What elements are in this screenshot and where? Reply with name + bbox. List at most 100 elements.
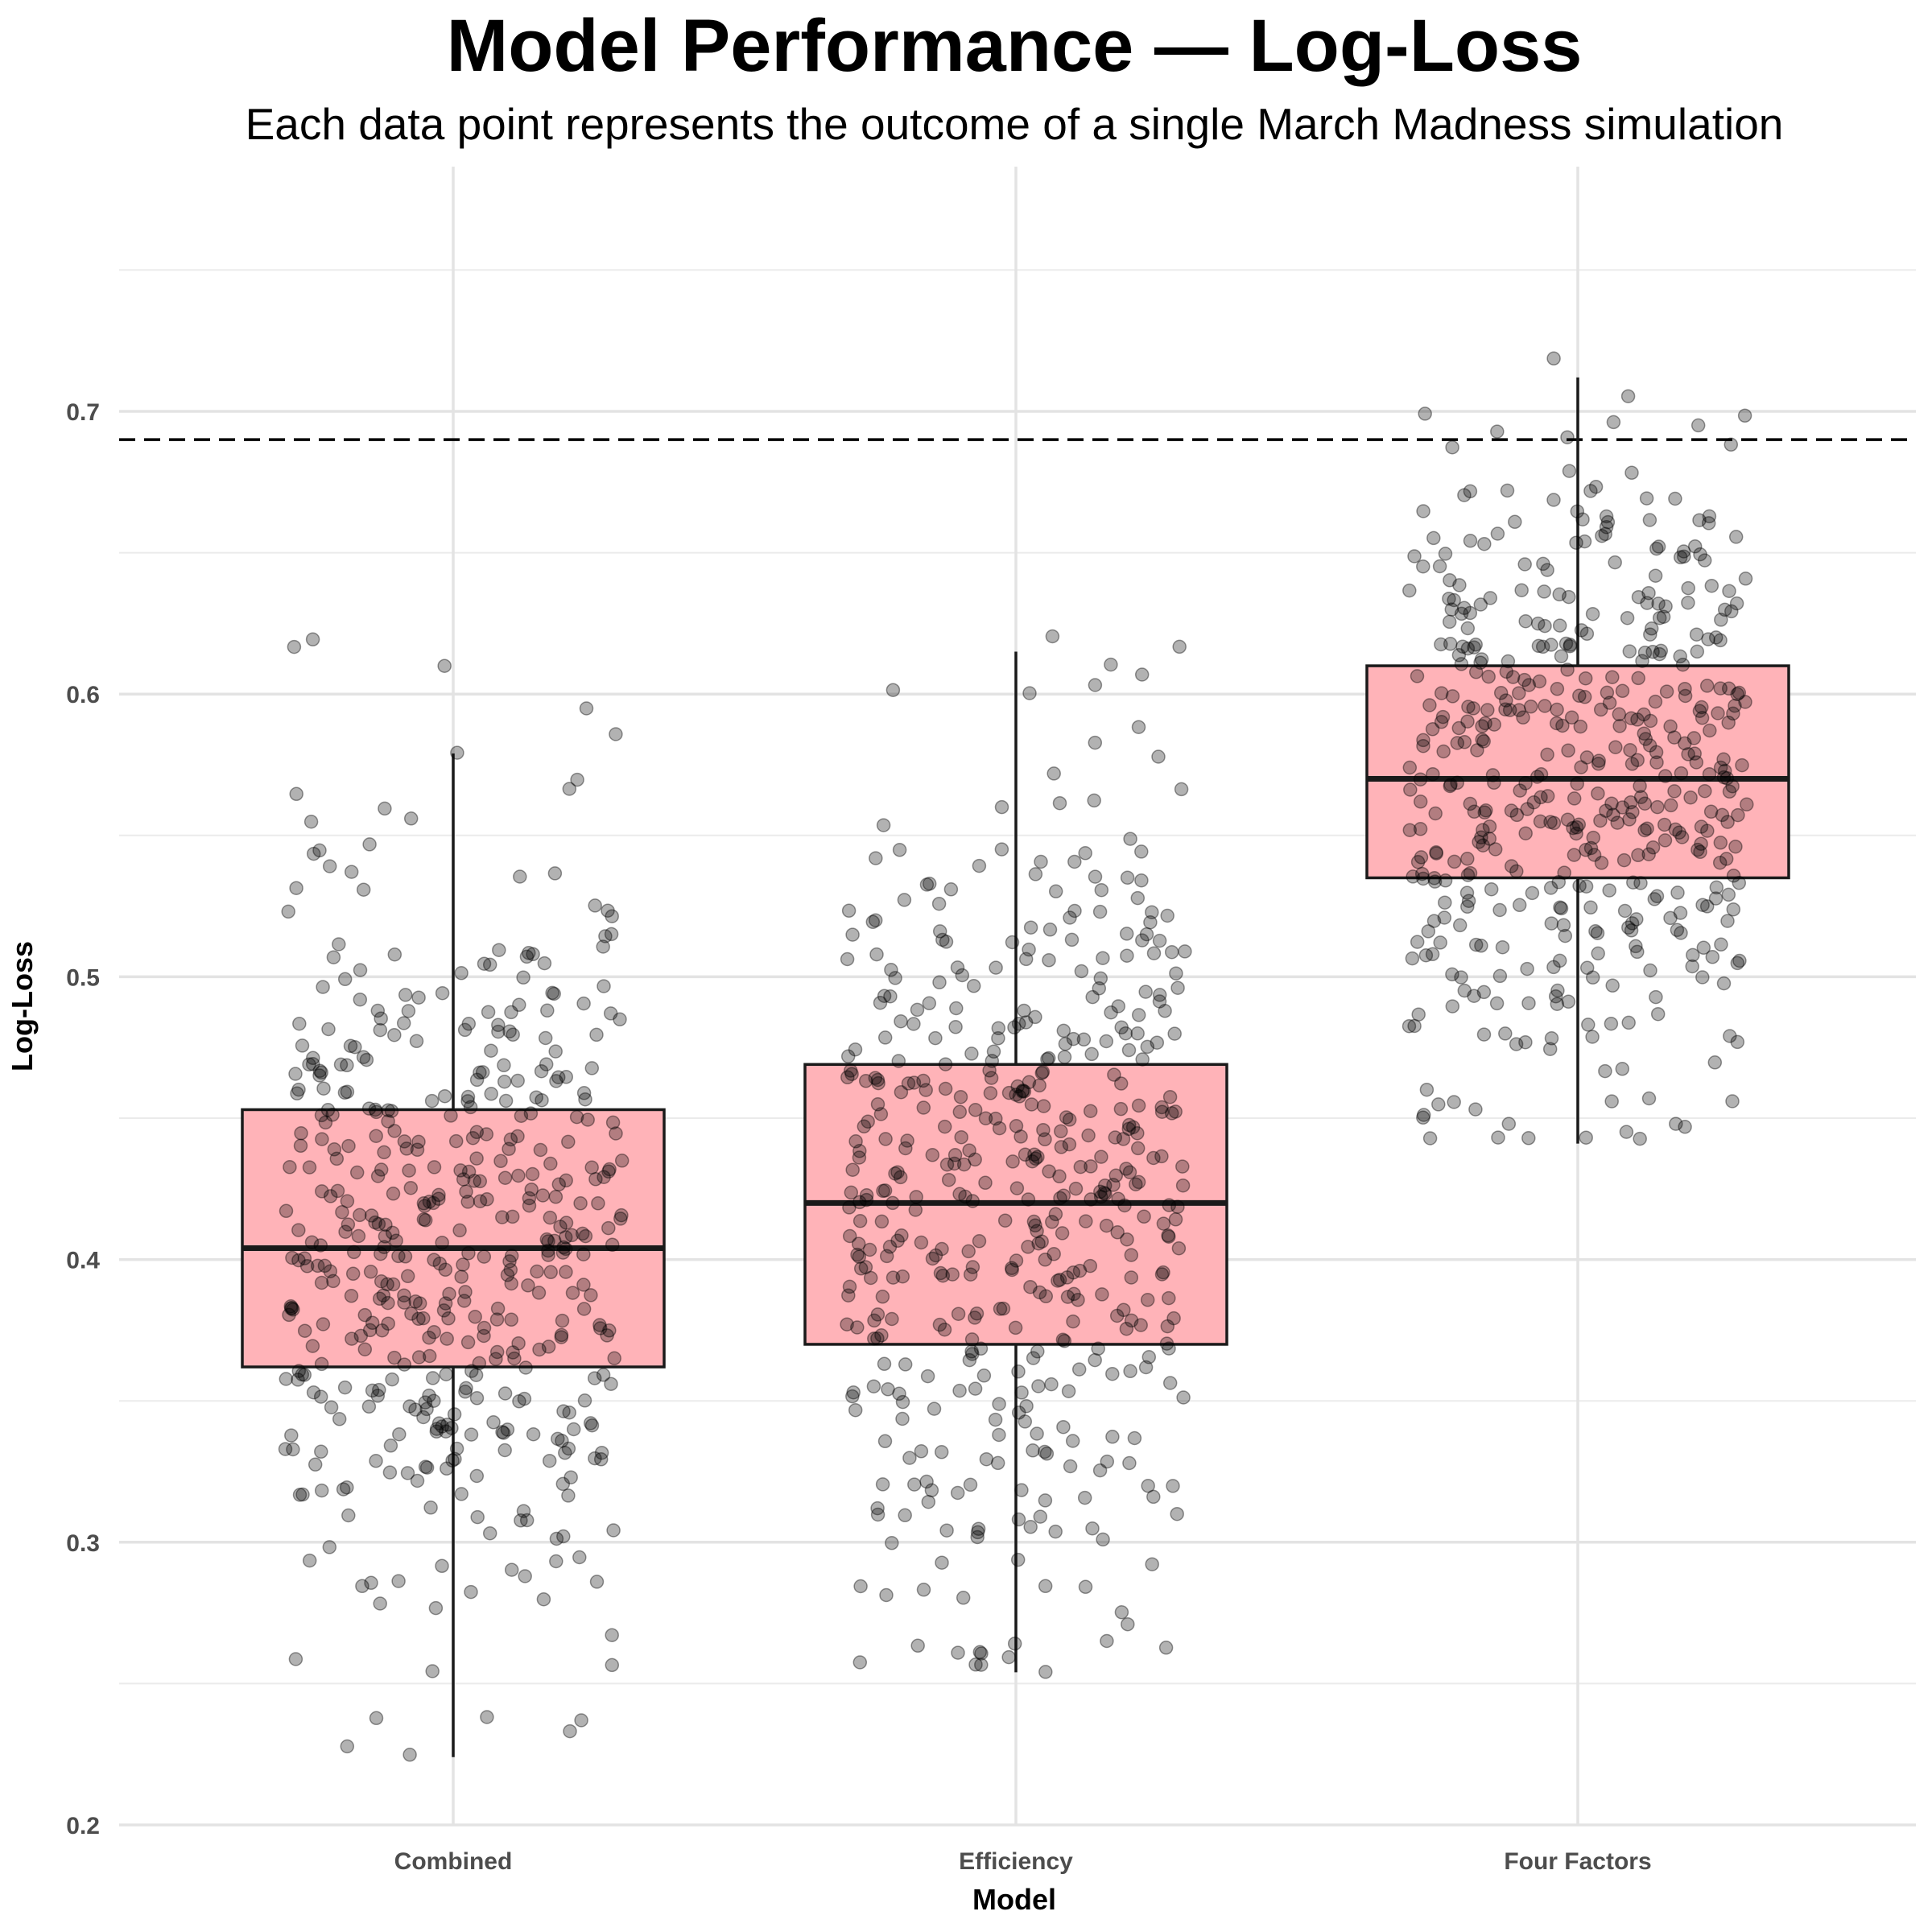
data-point (1670, 923, 1685, 938)
data-point (541, 1243, 555, 1258)
data-point (1466, 701, 1480, 716)
data-point (530, 1264, 544, 1279)
data-point (1648, 694, 1663, 709)
data-point (1705, 950, 1720, 964)
data-point (422, 1388, 436, 1403)
data-point (1127, 1430, 1142, 1446)
data-point (1038, 1289, 1054, 1304)
data-point (844, 1067, 859, 1081)
data-point (535, 1188, 551, 1203)
data-point (609, 727, 623, 741)
data-point (974, 1657, 989, 1672)
data-point (1735, 758, 1749, 773)
data-point (1720, 914, 1735, 928)
data-point (1732, 685, 1747, 700)
data-point (920, 1368, 935, 1384)
data-point (1556, 918, 1571, 932)
data-point (374, 1011, 388, 1026)
data-point (1023, 920, 1038, 935)
data-point (1131, 720, 1146, 734)
data-point (1135, 933, 1150, 947)
data-point (1425, 947, 1440, 962)
data-point (1707, 1055, 1723, 1070)
data-point (1097, 1178, 1113, 1193)
data-point (442, 1286, 456, 1302)
data-point (464, 1427, 479, 1442)
data-point (1044, 1377, 1059, 1392)
data-point (1425, 722, 1440, 737)
data-point (1728, 839, 1743, 854)
data-point (332, 937, 346, 952)
data-point (502, 1024, 517, 1038)
data-point (1154, 1104, 1170, 1119)
data-point (503, 1132, 518, 1147)
data-point (1520, 802, 1534, 816)
data-point (422, 1348, 437, 1364)
data-point (906, 1017, 921, 1031)
data-point (1674, 830, 1690, 844)
data-point (1121, 1616, 1135, 1632)
data-point (588, 1172, 603, 1187)
data-point (289, 786, 303, 802)
data-point (1563, 638, 1578, 652)
data-point (1521, 996, 1536, 1010)
data-point (1630, 753, 1645, 767)
data-point (1630, 712, 1645, 727)
data-point (945, 1267, 960, 1282)
data-point (1481, 669, 1496, 684)
data-point (324, 1400, 339, 1414)
data-point (435, 1558, 449, 1574)
data-point (1504, 803, 1519, 818)
data-point (522, 1198, 537, 1213)
data-point (361, 1101, 377, 1116)
data-point (540, 1003, 555, 1018)
data-point (340, 1058, 354, 1073)
data-point (1492, 968, 1508, 984)
data-point (279, 1372, 294, 1386)
data-point (1038, 1132, 1052, 1147)
data-point (386, 1277, 401, 1292)
data-point (1416, 1108, 1431, 1122)
data-point (1695, 970, 1710, 985)
data-point (861, 1114, 875, 1129)
data-point (1036, 1099, 1051, 1113)
data-point (1403, 782, 1418, 797)
data-point (1674, 926, 1688, 940)
data-point (427, 1393, 441, 1408)
data-point (1482, 819, 1497, 834)
data-point (898, 1141, 913, 1156)
data-point (842, 1279, 857, 1294)
data-point (289, 881, 303, 895)
data-point (1175, 1159, 1190, 1174)
data-point (469, 1391, 485, 1406)
data-point (591, 1196, 605, 1211)
data-point (1463, 865, 1478, 881)
data-point (1031, 1379, 1046, 1393)
data-point (1625, 805, 1640, 819)
data-point (890, 1233, 905, 1249)
data-point (1088, 735, 1103, 750)
data-point (1438, 895, 1452, 910)
data-point (514, 1108, 529, 1123)
data-point (1567, 791, 1582, 806)
data-point (1544, 1031, 1559, 1046)
data-point (1416, 504, 1430, 518)
data-point (306, 1051, 320, 1066)
data-point (1156, 1265, 1170, 1280)
data-point (1643, 713, 1658, 729)
data-point (539, 1232, 555, 1247)
data-point (1434, 686, 1449, 700)
data-point (1125, 1120, 1141, 1134)
data-point (1649, 889, 1665, 904)
data-point (954, 1129, 968, 1145)
data-point (895, 1394, 910, 1410)
data-point (323, 1189, 338, 1203)
data-point (327, 1142, 342, 1157)
data-point (1472, 835, 1486, 849)
data-point (1692, 704, 1707, 718)
data-point (447, 1407, 462, 1422)
data-point (1656, 609, 1671, 624)
data-point (1059, 1110, 1074, 1125)
data-point (938, 1057, 953, 1071)
data-point (418, 1213, 433, 1228)
